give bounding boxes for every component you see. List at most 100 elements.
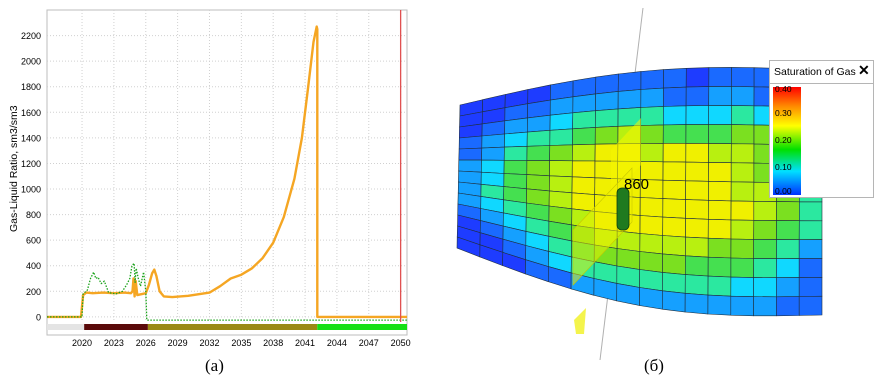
grid-cell — [730, 181, 755, 202]
grid-cell — [798, 201, 823, 222]
legend-tick: 0.30 — [775, 108, 792, 118]
grid-cell — [730, 200, 755, 221]
grid-cell — [481, 146, 505, 161]
grid-cell — [798, 295, 823, 316]
y-tick-label: 1000 — [21, 185, 41, 195]
y-axis-label: Gas-Liquid Ratio, sm3/sm3 — [8, 105, 20, 232]
grid-cell — [572, 76, 597, 98]
grid-cell — [776, 239, 800, 260]
grid-cell — [731, 67, 755, 88]
grid-cell — [662, 143, 687, 163]
y-tick-label: 2200 — [21, 31, 41, 41]
grid-cell — [708, 180, 732, 202]
chart-frame — [46, 9, 408, 336]
grid-cell — [503, 173, 528, 190]
y-tick-label: 2000 — [21, 57, 41, 67]
grid-cell — [504, 131, 528, 148]
grid-cell — [617, 89, 642, 110]
grid-cell — [526, 145, 551, 161]
grid-cell — [640, 87, 664, 108]
grid-cell — [662, 216, 686, 238]
grid-cell — [663, 67, 687, 89]
grid-cell — [572, 93, 596, 114]
grid-cell — [730, 124, 755, 145]
grid-cell — [481, 133, 505, 149]
grid-cell — [730, 162, 755, 183]
grid-cell — [663, 86, 687, 107]
grid-cell — [684, 255, 709, 277]
gas-saturation-legend[interactable]: Saturation of Gas ✕ 0.40 0.30 0.20 0.10 … — [769, 60, 874, 198]
grid-cell — [730, 238, 755, 259]
grid-cell — [798, 239, 823, 259]
grid-cell — [776, 258, 800, 279]
grid-cell — [685, 161, 709, 182]
grid-cell — [731, 86, 755, 107]
grid-cell — [798, 276, 823, 297]
grid-cell — [639, 215, 664, 236]
grid-cell — [707, 199, 732, 221]
grid-cell — [776, 220, 800, 241]
y-tick-label: 1400 — [21, 133, 41, 143]
grid-cell — [549, 160, 573, 178]
grid-cell — [549, 96, 574, 116]
grid-cell — [526, 129, 551, 147]
series-line-green — [47, 262, 407, 321]
grid-cell — [571, 160, 596, 179]
grid-cell — [572, 110, 596, 130]
grid-cell — [548, 175, 573, 194]
grid-cell — [685, 199, 709, 220]
x-tick-label: 2035 — [231, 338, 251, 348]
grid-cell — [708, 67, 732, 87]
grid-cell — [685, 142, 709, 163]
y-tick-label: 800 — [26, 210, 41, 220]
grid-cell — [730, 295, 754, 317]
y-tick-label: 0 — [36, 312, 41, 322]
timeline-segment — [84, 324, 148, 330]
grid-cell — [616, 283, 640, 306]
series-line-orange — [47, 25, 407, 319]
grid-cell — [685, 105, 710, 125]
y-tick-label: 1200 — [21, 159, 41, 169]
grid-cell — [753, 239, 777, 260]
grid-cell — [548, 190, 573, 210]
timeline-segment — [317, 324, 407, 330]
grid-cell — [595, 73, 619, 95]
well-marker-860[interactable] — [616, 187, 630, 231]
grid-cell — [684, 292, 709, 315]
grid-cell — [798, 220, 823, 241]
grid-cell — [639, 233, 664, 255]
grid-cell — [572, 127, 596, 146]
grid-cell — [776, 296, 800, 317]
grid-cell — [707, 218, 732, 240]
grid-cell — [640, 69, 664, 90]
grid-cell — [480, 159, 505, 174]
x-tick-label: 2026 — [136, 338, 156, 348]
x-tick-label: 2044 — [327, 338, 347, 348]
well-label: 860 — [624, 176, 650, 193]
timeline-segment — [47, 324, 85, 330]
grid-cell — [503, 145, 528, 161]
y-tick-label: 1800 — [21, 82, 41, 92]
legend-tick: 0.00 — [775, 186, 792, 196]
grid-cell — [753, 296, 777, 317]
grid-cell — [662, 179, 687, 200]
x-tick-label: 2029 — [168, 338, 188, 348]
grid-cell — [662, 105, 687, 126]
grid-cell — [458, 147, 483, 161]
grid-cell — [707, 275, 732, 297]
grid-cell — [708, 162, 732, 183]
grid-cell — [640, 142, 664, 163]
grid-cell — [639, 269, 663, 292]
chart-svg: 0 200 400 600 800 1000 1200 1400 1600 1800 2000 220… — [0, 0, 420, 360]
grid-cell — [708, 86, 732, 106]
grid-cell — [594, 125, 619, 145]
grid-cell — [526, 160, 550, 177]
x-tick-label: 2041 — [295, 338, 315, 348]
close-icon[interactable]: ✕ — [858, 62, 870, 78]
legend-tick: 0.10 — [775, 162, 792, 172]
grid-cell — [640, 124, 664, 144]
grid-cell — [662, 272, 686, 294]
legend-tick: 0.40 — [775, 84, 792, 94]
x-tick-label: 2023 — [104, 338, 124, 348]
grid-cell — [503, 159, 528, 175]
